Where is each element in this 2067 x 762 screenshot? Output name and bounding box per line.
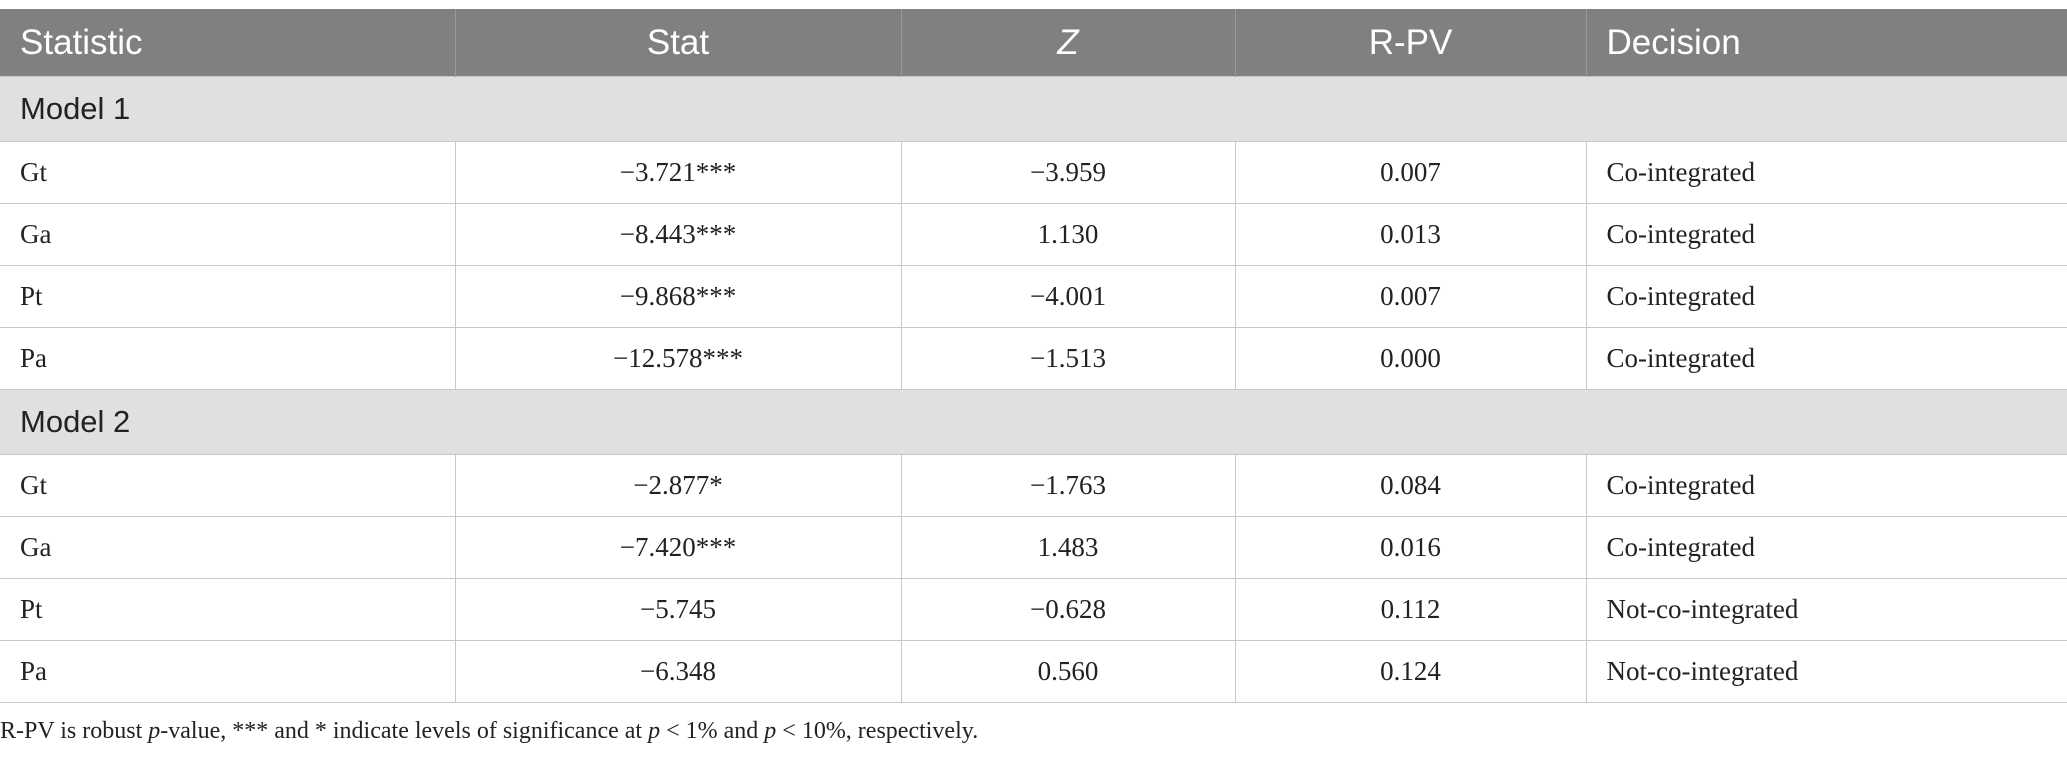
stat-cell: −8.443*** [454, 203, 902, 266]
decision-cell: Not-co-integrated [1585, 640, 2067, 703]
rpv-cell: 0.124 [1234, 640, 1587, 703]
rpv-cell: 0.016 [1234, 516, 1587, 579]
footnote-p-1: p [148, 718, 161, 744]
group-row: Model 1 [0, 76, 2067, 142]
footnote-text-2: -value, *** and * indicate levels of sig… [160, 718, 649, 744]
statistic-cell: Gt [0, 454, 456, 517]
z-cell: −4.001 [900, 265, 1236, 328]
rpv-cell: 0.000 [1234, 327, 1587, 390]
table-body: Model 1 Gt −3.721*** −3.959 0.007 Co-integrat… [0, 76, 2067, 703]
header-decision: Decision [1585, 9, 2067, 77]
z-cell: −0.628 [900, 578, 1236, 641]
table-header: Statistic Stat Z R-PV Decision [0, 9, 2067, 77]
header-z: Z [900, 9, 1235, 77]
decision-cell: Co-integrated [1585, 203, 2067, 266]
z-cell: 1.483 [900, 516, 1236, 579]
statistic-cell: Pa [0, 327, 456, 390]
z-cell: −1.763 [900, 454, 1236, 517]
header-statistic: Statistic [0, 9, 455, 77]
header-rpv: R-PV [1234, 9, 1586, 77]
decision-cell: Co-integrated [1585, 327, 2067, 390]
table-row: Pt −9.868*** −4.001 0.007 Co-integrated [0, 265, 2067, 328]
cointegration-table: Statistic Stat Z R-PV Decision Model 1 Gt… [0, 9, 2067, 703]
statistic-cell: Gt [0, 141, 456, 204]
header-row: Statistic Stat Z R-PV Decision [0, 9, 2067, 77]
footnote-text-1: R-PV is robust [0, 718, 149, 744]
table-row: Pa −6.348 0.560 0.124 Not-co-integrated [0, 640, 2067, 703]
results-table-container: Statistic Stat Z R-PV Decision Model 1 Gt… [0, 9, 2067, 703]
z-cell: 1.130 [900, 203, 1236, 266]
rpv-cell: 0.013 [1234, 203, 1587, 266]
statistic-cell: Pt [0, 578, 456, 641]
group-label: Model 2 [0, 389, 2067, 455]
stat-cell: −12.578*** [454, 327, 902, 390]
statistic-cell: Ga [0, 516, 456, 579]
statistic-cell: Ga [0, 203, 456, 266]
statistic-cell: Pt [0, 265, 456, 328]
z-cell: −3.959 [900, 141, 1236, 204]
footnote-p-2: p [648, 718, 661, 744]
table-row: Ga −8.443*** 1.130 0.013 Co-integrated [0, 203, 2067, 266]
z-cell: 0.560 [900, 640, 1236, 703]
stat-cell: −9.868*** [454, 265, 902, 328]
stat-cell: −7.420*** [454, 516, 902, 579]
table-row: Pa −12.578*** −1.513 0.000 Co-integrated [0, 327, 2067, 390]
stat-cell: −2.877* [454, 454, 902, 517]
rpv-cell: 0.084 [1234, 454, 1587, 517]
table-row: Gt −3.721*** −3.959 0.007 Co-integrated [0, 141, 2067, 204]
footnote-text-4: < 10%, respectively. [776, 718, 979, 744]
rpv-cell: 0.112 [1234, 578, 1587, 641]
decision-cell: Co-integrated [1585, 516, 2067, 579]
header-stat: Stat [454, 9, 901, 77]
decision-cell: Co-integrated [1585, 141, 2067, 204]
z-cell: −1.513 [900, 327, 1236, 390]
footnote-text-3: < 1% and [660, 718, 765, 744]
stat-cell: −6.348 [454, 640, 902, 703]
statistic-cell: Pa [0, 640, 456, 703]
stat-cell: −3.721*** [454, 141, 902, 204]
rpv-cell: 0.007 [1234, 141, 1587, 204]
rpv-cell: 0.007 [1234, 265, 1587, 328]
footnote-p-3: p [764, 718, 777, 744]
decision-cell: Co-integrated [1585, 454, 2067, 517]
decision-cell: Co-integrated [1585, 265, 2067, 328]
table-row: Gt −2.877* −1.763 0.084 Co-integrated [0, 454, 2067, 517]
table-row: Pt −5.745 −0.628 0.112 Not-co-integrated [0, 578, 2067, 641]
group-label: Model 1 [0, 76, 2067, 142]
decision-cell: Not-co-integrated [1585, 578, 2067, 641]
table-row: Ga −7.420*** 1.483 0.016 Co-integrated [0, 516, 2067, 579]
table-footnote: R-PV is robust p-value, *** and * indica… [0, 718, 2067, 745]
stat-cell: −5.745 [454, 578, 902, 641]
group-row: Model 2 [0, 389, 2067, 455]
